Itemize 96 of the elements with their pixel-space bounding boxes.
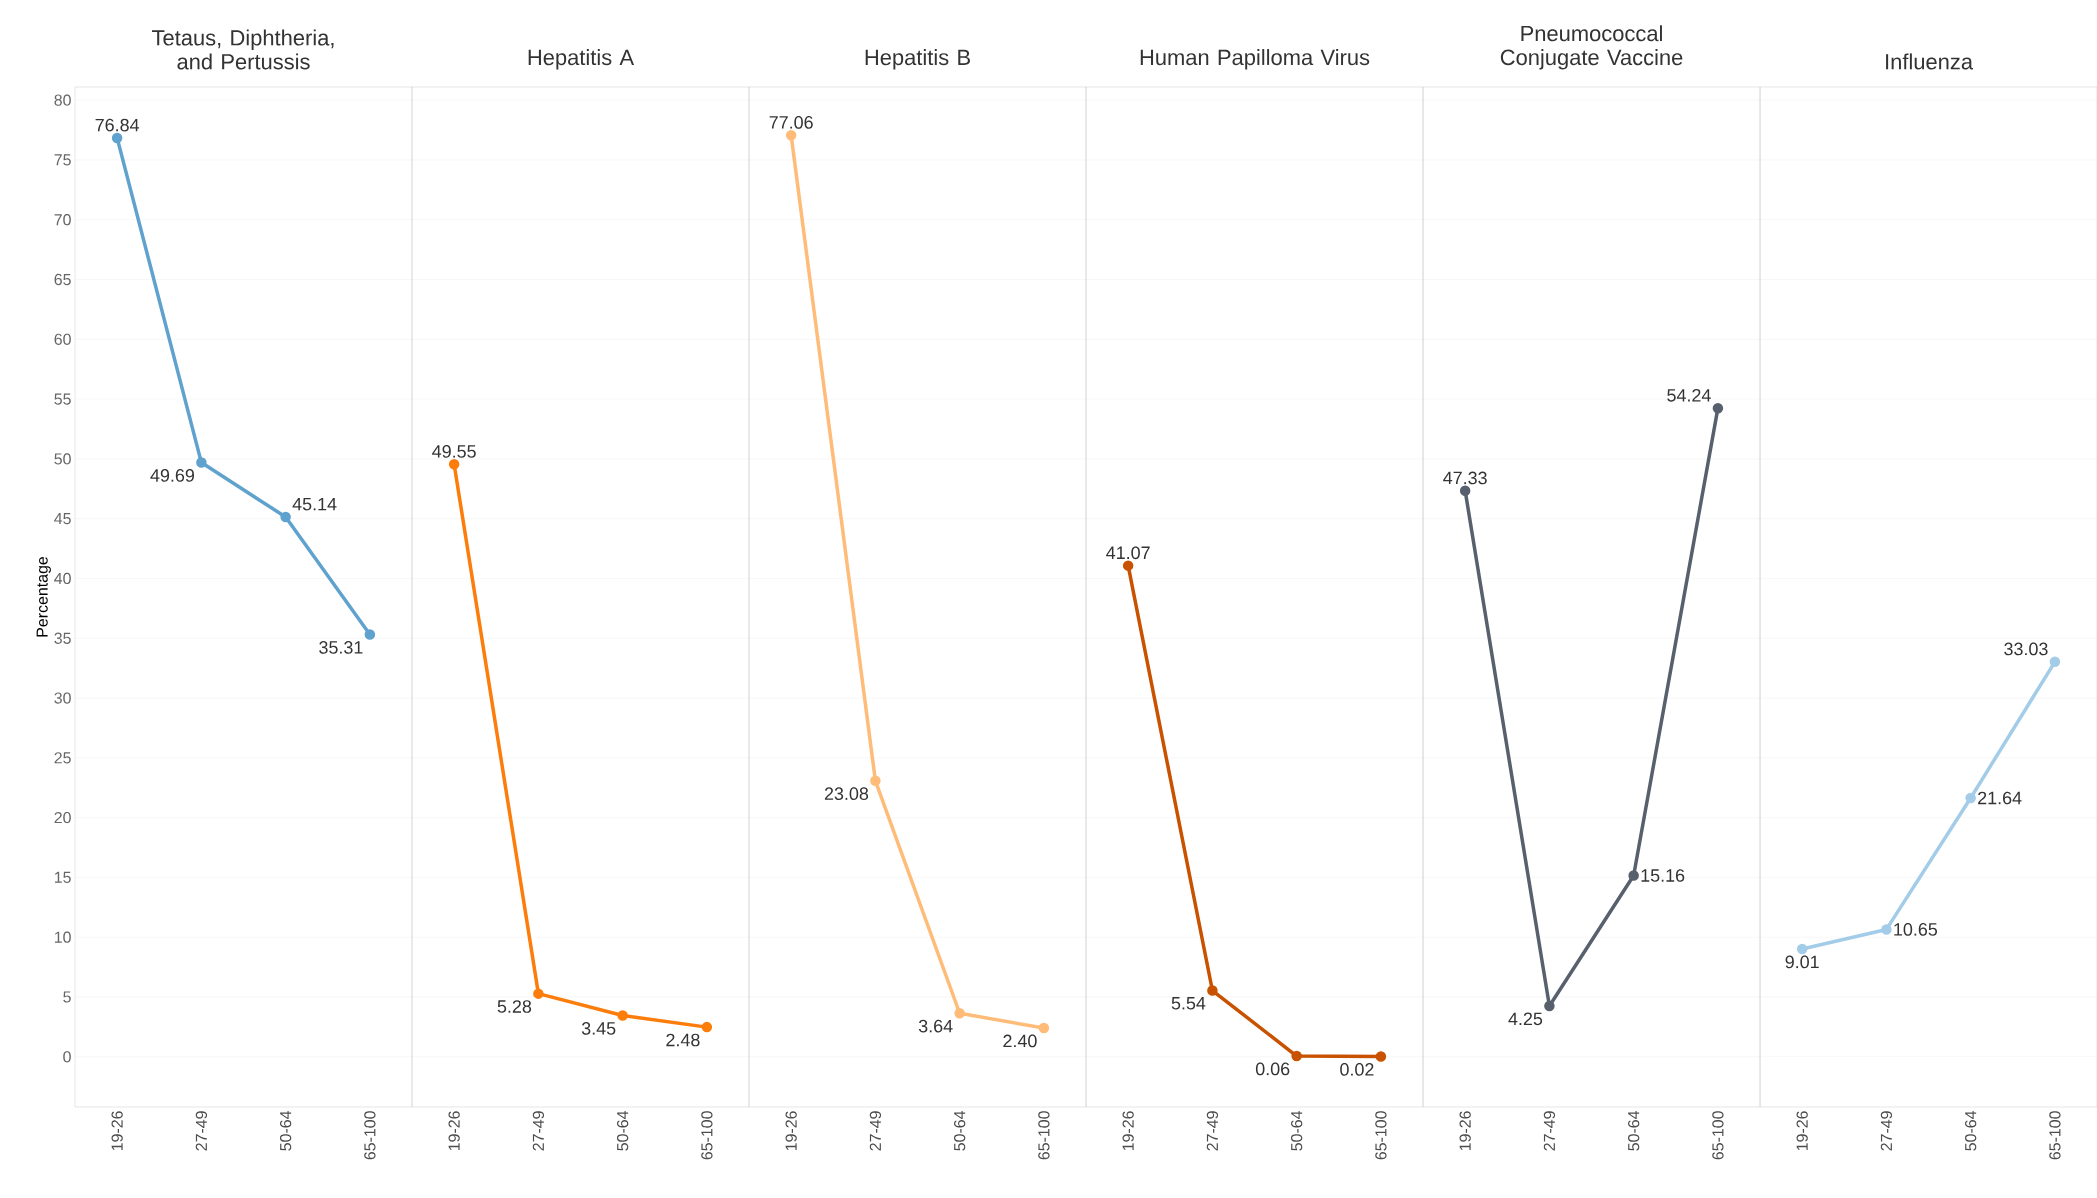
x-tick-label: 27-49 (532, 1111, 545, 1151)
y-tick-label: 30 (54, 692, 71, 704)
point (1544, 1000, 1555, 1012)
data-label: 5.28 (497, 1000, 532, 1013)
chart-title: Human Papilloma Virus (1140, 49, 1370, 70)
x-tick-label: 65-100 (701, 1111, 713, 1160)
chart-title: Hepatitis B (865, 49, 970, 70)
x-tick-label: 50-64 (1628, 1111, 1640, 1151)
point (1122, 560, 1134, 571)
x-tick-label: 50-64 (1291, 1111, 1303, 1151)
y-tick-label: 35 (54, 632, 71, 644)
data-label: 3.64 (918, 1019, 953, 1033)
data-label: 35.31 (319, 641, 363, 654)
point (701, 1021, 713, 1033)
x-tick-label: 50-64 (954, 1111, 966, 1151)
x-tick-label: 19-26 (1796, 1111, 1808, 1151)
data-label: 47.33 (1443, 471, 1487, 485)
x-tick-label: 65-100 (2049, 1111, 2061, 1160)
data-label: 54.24 (1667, 388, 1711, 402)
x-tick-label: 50-64 (1965, 1111, 1977, 1151)
x-tick-label: 19-26 (448, 1111, 460, 1151)
data-label: 9.01 (1785, 955, 1819, 969)
y-tick-label: 15 (54, 871, 71, 883)
y-tick-label: 10 (54, 931, 71, 943)
data-label: 2.40 (1003, 1034, 1037, 1048)
y-tick-label: 55 (54, 393, 71, 405)
y-tick-label: 65 (54, 273, 71, 286)
y-tick-label: 45 (54, 513, 71, 525)
data-label: 0.02 (1340, 1063, 1374, 1076)
x-tick-label: 65-100 (1038, 1111, 1050, 1160)
data-label: 45.14 (292, 497, 337, 511)
point (954, 1008, 965, 1019)
point (196, 457, 207, 468)
data-label: 41.07 (1106, 546, 1150, 560)
x-tick-label: 19-26 (1459, 1111, 1471, 1151)
y-tick-label: 60 (54, 333, 71, 345)
point (1628, 870, 1639, 881)
point (111, 132, 123, 144)
point (1207, 985, 1218, 996)
y-tick-label: 20 (54, 811, 71, 824)
y-axis-title: Percentage (36, 556, 51, 637)
data-label: 49.55 (432, 445, 476, 458)
data-label: 2.48 (666, 1033, 700, 1047)
x-tick-label: 27-49 (1543, 1111, 1556, 1151)
point (785, 130, 797, 141)
point (870, 775, 881, 787)
point (364, 629, 376, 640)
point (1712, 402, 1724, 414)
y-tick-label: 40 (54, 572, 71, 585)
data-label: 76.84 (95, 118, 140, 132)
x-tick-label: 19-26 (785, 1111, 797, 1151)
x-tick-label: 65-100 (1712, 1111, 1724, 1160)
x-tick-label: 19-26 (1122, 1111, 1134, 1151)
data-label: 49.69 (150, 469, 195, 482)
x-tick-label: 27-49 (1880, 1111, 1893, 1151)
point (1038, 1022, 1050, 1034)
y-tick-label: 5 (63, 991, 71, 1003)
point (1881, 924, 1892, 935)
y-tick-label: 25 (54, 752, 71, 764)
chart-title: Influenza (1886, 53, 1974, 70)
point (1965, 792, 1976, 804)
chart-title: Pneumococcal Conjugate Vaccine (1500, 25, 1683, 70)
x-tick-label: 50-64 (279, 1111, 292, 1151)
point (1459, 485, 1471, 497)
y-tick-label: 75 (54, 154, 71, 166)
data-label: 33.03 (2004, 642, 2048, 656)
point (280, 511, 291, 523)
x-tick-label: 27-49 (1206, 1111, 1219, 1151)
point (1796, 943, 1808, 955)
x-tick-label: 27-49 (869, 1111, 882, 1151)
chart-title: Hepatitis A (528, 49, 635, 70)
y-tick-label: 70 (54, 214, 71, 226)
x-tick-label: 65-100 (364, 1111, 376, 1160)
y-tick-label: 80 (54, 94, 71, 106)
point (2049, 656, 2061, 668)
point (448, 459, 460, 470)
x-tick-label: 50-64 (617, 1111, 629, 1151)
data-label: 3.45 (581, 1022, 616, 1035)
chart-title: Tetaus, Diphtheria, and Pertussis (152, 29, 334, 70)
data-label: 5.54 (1171, 997, 1206, 1010)
data-label: 10.65 (1894, 923, 1938, 936)
point (617, 1010, 628, 1021)
data-label: 4.25 (1508, 1012, 1543, 1026)
x-tick-label: 27-49 (195, 1111, 208, 1151)
data-label: 15.16 (1641, 869, 1685, 882)
data-label: 77.06 (769, 116, 813, 129)
y-tick-label: 0 (63, 1051, 71, 1063)
point (1375, 1051, 1387, 1062)
data-label: 21.64 (1978, 791, 2022, 805)
y-tick-label: 50 (54, 453, 71, 465)
x-tick-label: 19-26 (111, 1111, 123, 1151)
x-tick-label: 65-100 (1375, 1111, 1387, 1160)
point (1291, 1050, 1302, 1062)
point (533, 988, 544, 999)
data-label: 23.08 (824, 787, 869, 800)
data-label: 0.06 (1255, 1062, 1290, 1076)
